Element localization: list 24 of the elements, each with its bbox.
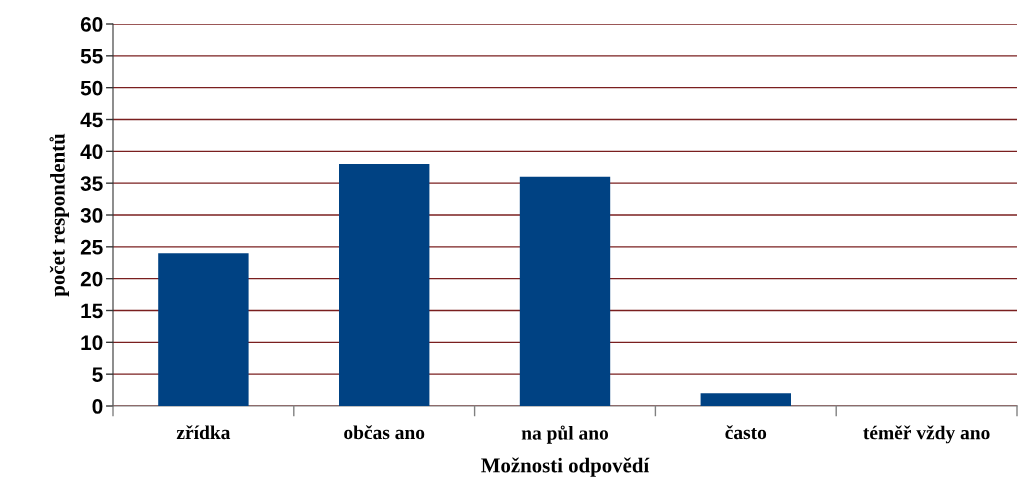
y-tick-label: 15	[81, 303, 103, 319]
y-tick-label: 35	[80, 176, 103, 191]
x-axis-title: Možnosti odpovědí	[481, 457, 650, 477]
y-tick-label: 10	[81, 335, 103, 351]
y-tick-label: 45	[80, 112, 103, 128]
y-tick-label: 50	[80, 80, 103, 96]
bar	[519, 176, 611, 406]
y-tick-label: 60	[80, 17, 103, 32]
y-tick-label: 20	[80, 271, 103, 287]
x-tick-label: zřídka	[176, 425, 231, 440]
x-tick-label: často	[725, 425, 767, 440]
bar	[339, 164, 430, 406]
y-tick-label: 40	[80, 144, 103, 160]
bar	[158, 253, 249, 406]
y-tick-label: 0	[92, 399, 103, 414]
x-tick-label: téměř vždy ano	[863, 425, 990, 444]
y-tick-label: 30	[80, 208, 103, 223]
y-axis-title: počet respondentů	[49, 133, 69, 297]
x-tick-label: občas ano	[344, 425, 425, 440]
y-tick-label: 25	[80, 239, 103, 255]
x-tick-label: na půl ano	[521, 425, 609, 444]
y-tick-label: 55	[80, 49, 103, 64]
y-tick-label: 5	[92, 367, 103, 382]
bar	[700, 393, 791, 406]
